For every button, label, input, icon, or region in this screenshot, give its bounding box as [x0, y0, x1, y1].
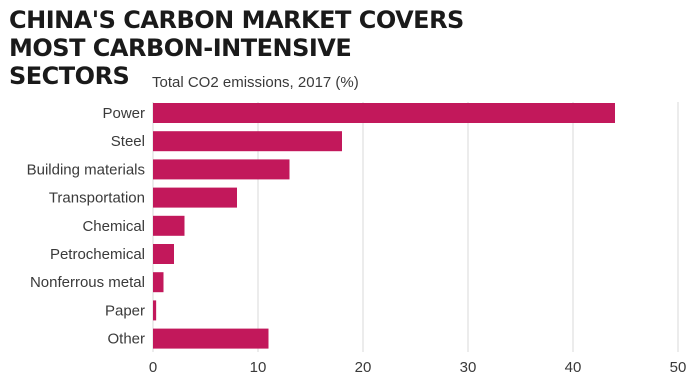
category-label: Nonferrous metal [30, 274, 145, 291]
bar [153, 103, 615, 123]
bars [153, 103, 615, 349]
x-tick-label: 10 [250, 359, 267, 376]
x-tick-label: 50 [670, 359, 686, 376]
chart-title: China's carbon market covers most carbon… [9, 6, 464, 90]
bar [153, 159, 290, 180]
category-label: Paper [105, 302, 145, 319]
bar [153, 215, 185, 236]
bar [153, 187, 237, 208]
x-tick-label: 30 [460, 359, 477, 376]
bar [153, 131, 342, 152]
chart-subtitle: Total CO2 emissions, 2017 (%) [152, 74, 359, 91]
x-tick-label: 20 [355, 359, 372, 376]
category-labels: Power Steel Building materials Transportati… [27, 105, 145, 348]
x-tick-label: 0 [149, 359, 157, 376]
x-tick-label: 40 [565, 359, 582, 376]
category-label: Steel [111, 133, 145, 150]
bar [153, 328, 269, 349]
bar [153, 272, 164, 293]
category-label: Building materials [27, 161, 145, 178]
category-label: Chemical [82, 218, 145, 235]
category-label: Power [102, 105, 145, 122]
category-label: Transportation [49, 190, 145, 207]
bar [153, 244, 174, 264]
category-label: Petrochemical [50, 246, 145, 263]
x-axis-ticks: 0 10 20 30 40 50 [149, 359, 686, 376]
bar [153, 300, 157, 321]
category-label: Other [107, 331, 145, 348]
